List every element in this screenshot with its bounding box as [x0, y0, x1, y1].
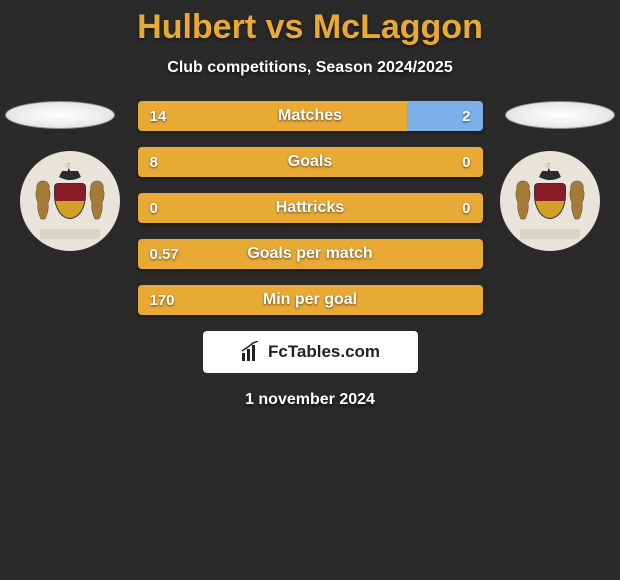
branding-text: FcTables.com: [268, 342, 380, 362]
stat-row: 0.57Goals per match: [138, 239, 483, 269]
club-crest-left: [20, 151, 120, 251]
snapshot-date: 1 november 2024: [0, 391, 620, 409]
stat-bar-left: [138, 239, 483, 269]
crest-graphic: [510, 161, 590, 241]
crest-motto-icon: [40, 229, 100, 239]
branding-badge: FcTables.com: [203, 331, 418, 373]
crest-motto-icon: [520, 229, 580, 239]
stat-bar-left: [138, 193, 483, 223]
comparison-content: 142Matches 80Goals 00Hattricks 0.57Goals pe…: [0, 101, 620, 409]
stat-row: 00Hattricks: [138, 193, 483, 223]
crest-supporter-left-icon: [33, 179, 53, 223]
stat-row: 142Matches: [138, 101, 483, 131]
stat-row: 80Goals: [138, 147, 483, 177]
stat-bar-right: [407, 101, 483, 131]
crest-supporter-left-icon: [513, 179, 533, 223]
stat-row: 170Min per goal: [138, 285, 483, 315]
branding-chart-icon: [240, 341, 262, 363]
club-crest-right: [500, 151, 600, 251]
crest-ship-icon: [55, 163, 85, 183]
stat-bar-left: [138, 285, 483, 315]
stat-bar-left: [138, 147, 483, 177]
player-right-ellipse: [505, 101, 615, 129]
player-left-ellipse: [5, 101, 115, 129]
crest-supporter-right-icon: [87, 179, 107, 223]
page-title: Hulbert vs McLaggon: [0, 0, 620, 47]
page-subtitle: Club competitions, Season 2024/2025: [0, 59, 620, 77]
crest-ship-icon: [535, 163, 565, 183]
crest-shield-icon: [54, 183, 86, 219]
crest-shield-icon: [534, 183, 566, 219]
crest-supporter-right-icon: [567, 179, 587, 223]
stats-bars: 142Matches 80Goals 00Hattricks 0.57Goals pe…: [138, 101, 483, 315]
crest-graphic: [30, 161, 110, 241]
stat-bar-left: [138, 101, 407, 131]
